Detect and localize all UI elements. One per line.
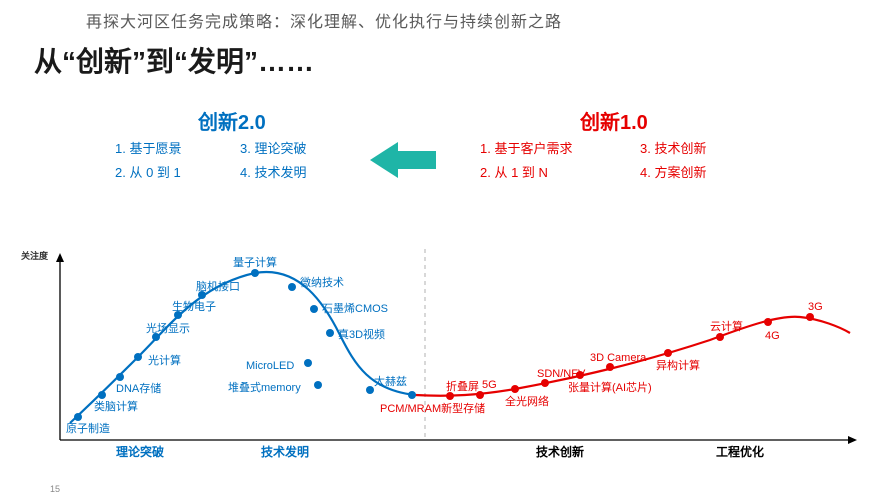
right-item-4: 4. 方案创新: [640, 164, 706, 182]
right-item-3: 3. 技术创新: [640, 140, 706, 158]
svg-text:脑机接口: 脑机接口: [196, 279, 240, 293]
svg-text:量子计算: 量子计算: [233, 255, 277, 269]
svg-text:石墨烯CMOS: 石墨烯CMOS: [322, 302, 388, 315]
svg-text:技术创新: 技术创新: [536, 444, 584, 459]
arrow-left-icon: [370, 140, 440, 180]
svg-text:工程优化: 工程优化: [716, 444, 764, 459]
left-block-title: 创新2.0: [198, 106, 266, 135]
curve-chart: 关注度原子制造 类脑计算 DNA存储 光计算 光场显示 生物电子 脑机接口 量子计算微纳技术石…: [20, 245, 860, 465]
svg-text:MicroLED: MicroLED: [246, 360, 294, 372]
svg-text:光计算: 光计算: [148, 353, 181, 367]
svg-text:3D Camera: 3D Camera: [590, 352, 647, 364]
page-title: 从“创新”到“发明”……: [34, 40, 314, 80]
page-subtitle: 再探大河区任务完成策略：深化理解、优化执行与持续创新之路: [86, 8, 562, 32]
left-item-1: 1. 基于愿景: [115, 140, 181, 158]
right-item-2: 2. 从 1 到 N: [480, 164, 548, 182]
left-item-2: 2. 从 0 到 1: [115, 164, 181, 182]
svg-text:PCM/MRAM新型存储: PCM/MRAM新型存储: [380, 401, 485, 415]
left-item-4: 4. 技术发明: [240, 164, 306, 182]
svg-text:折叠屏: 折叠屏: [446, 379, 479, 393]
svg-text:技术发明: 技术发明: [261, 444, 309, 459]
svg-text:3G: 3G: [808, 301, 823, 313]
svg-text:云计算: 云计算: [710, 319, 743, 333]
svg-text:生物电子: 生物电子: [172, 299, 216, 313]
svg-text:4G: 4G: [765, 330, 780, 342]
svg-text:异构计算: 异构计算: [656, 358, 700, 372]
svg-text:关注度: 关注度: [21, 250, 49, 261]
svg-text:全光网络: 全光网络: [505, 394, 549, 408]
svg-text:真3D视频: 真3D视频: [338, 327, 385, 341]
svg-text:类脑计算: 类脑计算: [94, 399, 138, 413]
page-number: 15: [50, 484, 60, 494]
svg-text:5G: 5G: [482, 379, 497, 391]
svg-text:微纳技术: 微纳技术: [300, 275, 344, 289]
svg-text:光场显示: 光场显示: [146, 321, 190, 335]
svg-text:太赫兹: 太赫兹: [374, 375, 407, 388]
left-item-3: 3. 理论突破: [240, 140, 306, 158]
right-block-title: 创新1.0: [580, 106, 648, 135]
right-item-1: 1. 基于客户需求: [480, 140, 572, 158]
svg-text:理论突破: 理论突破: [116, 444, 164, 459]
svg-text:堆叠式memory: 堆叠式memory: [228, 381, 301, 394]
svg-text:张量计算(AI芯片): 张量计算(AI芯片): [568, 380, 652, 394]
svg-text:DNA存储: DNA存储: [116, 381, 161, 395]
svg-text:原子制造: 原子制造: [66, 421, 110, 435]
